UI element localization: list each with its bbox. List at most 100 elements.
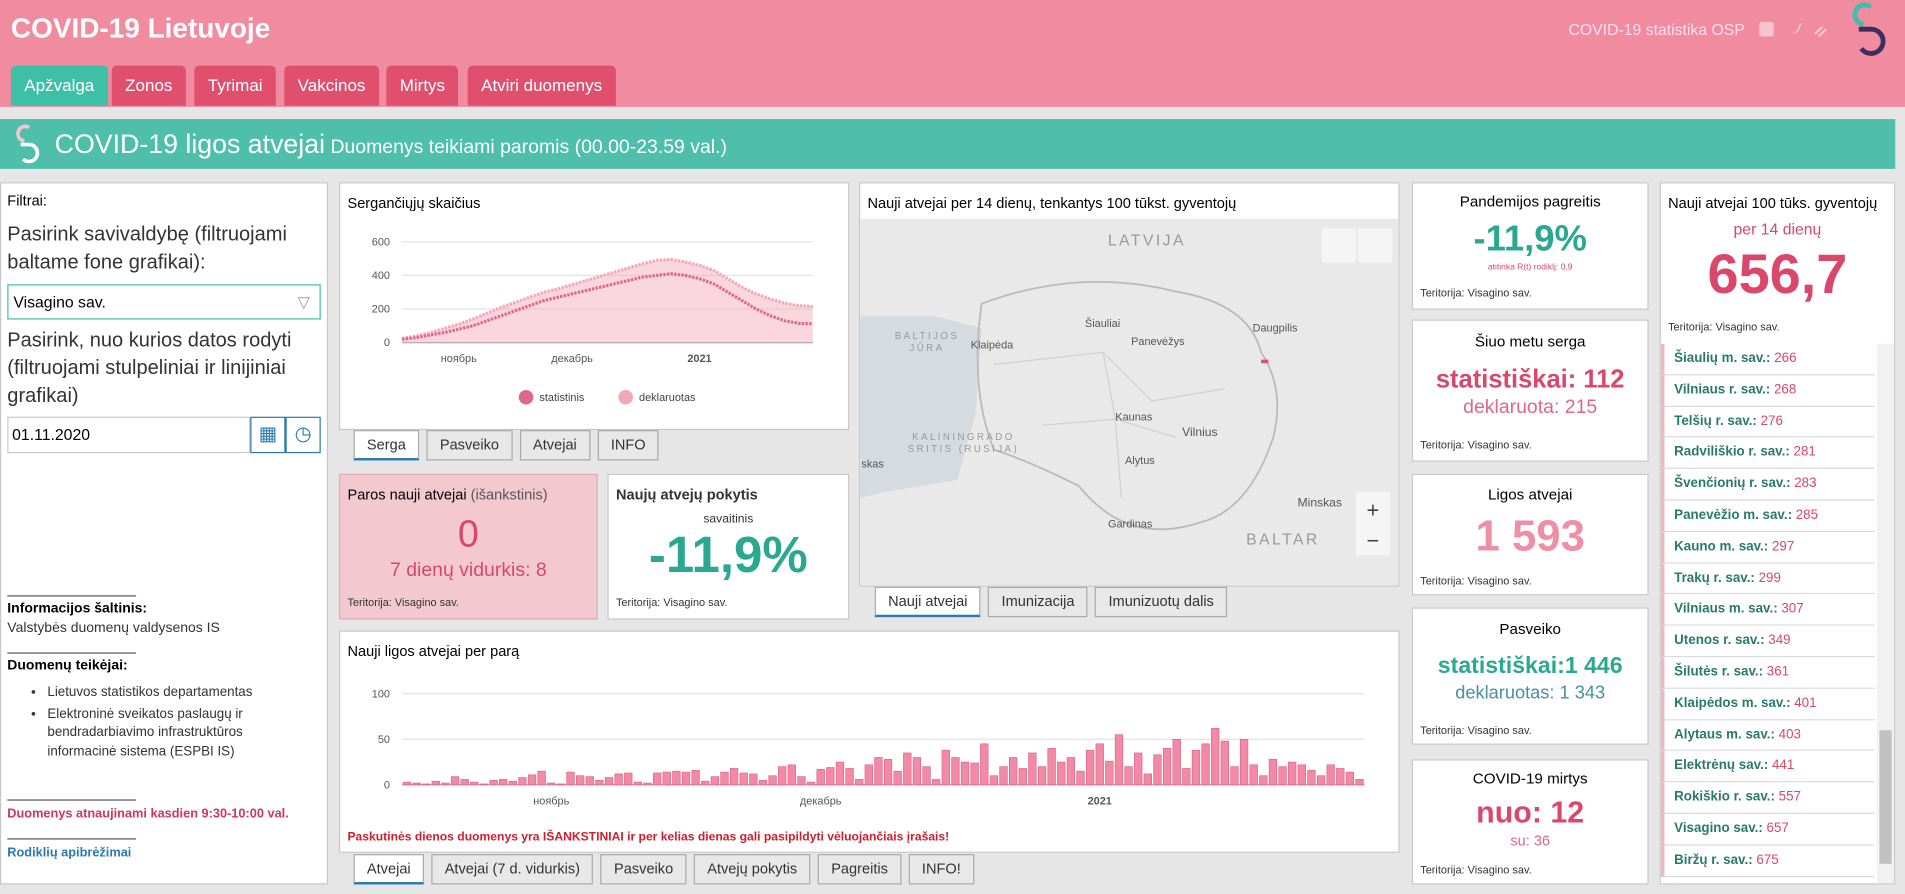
territory: Teritorija: Visagino sav. [1420,724,1532,737]
x-tick-label: ноябрь [441,353,477,365]
ranking-name: Rokiškio r. sav.: [1674,789,1775,805]
map-label: Alytus [1125,455,1155,467]
annotation: Paskutinės dienos duomenys yra IŠANKSTIN… [347,829,949,844]
ranking-row: Utenos r. sav.: 349 [1660,625,1875,658]
nav-tab[interactable]: Mirtys [386,65,459,106]
separator [7,799,137,801]
providers-title: Duomenų teikėjai: [7,658,128,674]
facebook-icon[interactable] [1759,21,1774,37]
definitions-link[interactable]: Rodiklių apibrėžimai [7,845,132,861]
bar [450,776,460,786]
y-tick-label: 50 [378,734,390,746]
nav-tab[interactable]: Zonos [111,65,186,106]
zoom-out[interactable]: − [1366,528,1379,553]
ranking-row: Vilniaus r. sav.: 268 [1660,375,1875,407]
update-note: Duomenys atnaujinami kasdien 9:30-10:00 … [7,806,289,822]
tab[interactable]: Nauji atvejai [874,586,981,618]
time-button[interactable]: ◷ [285,416,321,454]
logo [1852,2,1886,56]
zoom-buttons[interactable] [1355,492,1390,556]
bar [941,749,950,786]
territory: Teritorija: Visagino sav. [1668,320,1780,333]
bar [749,773,758,786]
tab[interactable]: Pagreitis [817,854,902,885]
territory: Teritorija: Visagino sav. [1420,438,1532,451]
y-tick-label: 0 [384,779,390,791]
tab[interactable]: Imunizuotų dalis [1095,586,1228,618]
zoom-in[interactable]: + [1366,498,1379,523]
x-tick-label: ноябрь [533,795,569,807]
bar [758,779,768,786]
bar [816,769,825,786]
bar [1009,757,1018,786]
ranking-row: Šilutės r. sav.: 361 [1660,657,1875,689]
banner-logo [16,124,40,164]
bar [1326,764,1335,786]
bar [422,783,431,786]
ranking-name: Utenos r. sav.: [1674,633,1765,648]
tab[interactable]: Atvejų pokytis [693,854,811,885]
link-icon[interactable] [1814,25,1827,38]
bar [595,779,604,786]
calendar-button[interactable]: ▦ [250,416,286,454]
ranking-name: Elektrėnų sav.: [1674,758,1769,774]
bar [585,776,594,786]
ranking-panel: Nauji atvejai 100 tūks. gyventojų per 14… [1659,182,1896,885]
ranking-row: Švenčionių r. sav.: 283 [1660,469,1875,501]
home-button[interactable] [1321,228,1356,263]
bar-tabs: Atvejai Atvejai (7 d. vidurkis) Pasveiko At… [353,854,975,885]
filter-panel: Filtrai: Pasirink savivaldybę (filtruoja… [0,182,329,885]
scroll-thumb[interactable] [1879,730,1892,864]
twitter-icon[interactable] [1787,23,1803,35]
card-title: Šiuo metu serga [1474,332,1586,350]
banner-subtitle: Duomenys teikiami paromis (00.00-23.59 v… [330,137,727,158]
ranking-name: Alytaus m. sav.: [1674,727,1775,742]
tab[interactable]: Atvejai (7 d. vidurkis) [431,854,594,885]
provider: Elektroninė sveikatos paslaugų ir bendra… [47,705,274,761]
social-icons [1759,21,1827,38]
nav-tab[interactable]: Tyrimai [194,65,276,106]
nav-tab[interactable]: Apžvalga [10,65,108,106]
tab[interactable]: INFO [597,430,660,461]
layers-button[interactable] [1358,228,1393,263]
bar [499,779,508,786]
daily-title-note: (išankstinis) [470,485,548,503]
bar [989,775,999,786]
tab[interactable]: Atvejai [353,854,425,885]
ranking-number: 401 [1794,695,1817,711]
map-label: Klaipėda [971,340,1014,352]
ranking-number: 675 [1756,852,1779,868]
source-link[interactable]: COVID-19 statistika OSP [1568,20,1745,39]
bar [1297,764,1306,786]
municipality-select[interactable]: Visagino sav. ▽ [7,284,321,320]
tab[interactable]: Pasveiko [426,430,513,461]
ranking-name: Radviliškio r. sav.: [1674,445,1790,460]
tab[interactable]: Serga [353,430,420,461]
border [976,280,1279,531]
bar [1153,754,1162,786]
nav-tab[interactable]: Atviri duomenys [467,65,616,106]
tab[interactable]: Pasveiko [600,854,687,885]
bar [922,766,931,786]
bar [1336,768,1345,786]
tab[interactable]: Atvejai [519,430,591,461]
map-label: LATVIJA [1108,232,1186,249]
scrollbar[interactable] [1877,343,1895,884]
ranking-number: 281 [1793,445,1816,460]
territory: Teritorija: Visagino sav. [1420,286,1532,299]
bar [1143,773,1152,786]
legend-label: deklaruotas [639,392,696,404]
map-label: KALININGRADO [912,432,1015,443]
card-title: Pasveiko [1499,620,1562,638]
bar [652,772,662,786]
date-input[interactable]: 01.11.2020 [7,416,251,454]
bar [1316,775,1326,786]
tab[interactable]: INFO! [908,854,975,885]
bar [1345,771,1355,786]
tab[interactable]: Imunizacija [988,586,1088,618]
nav-tab[interactable]: Vakcinos [284,65,379,106]
territory: Teritorija: Visagino sav. [1420,863,1532,876]
daily-title-row: Paros nauji atvejai (išankstinis) [347,486,547,503]
card-value: statistiškai:1 446 [1437,653,1623,680]
